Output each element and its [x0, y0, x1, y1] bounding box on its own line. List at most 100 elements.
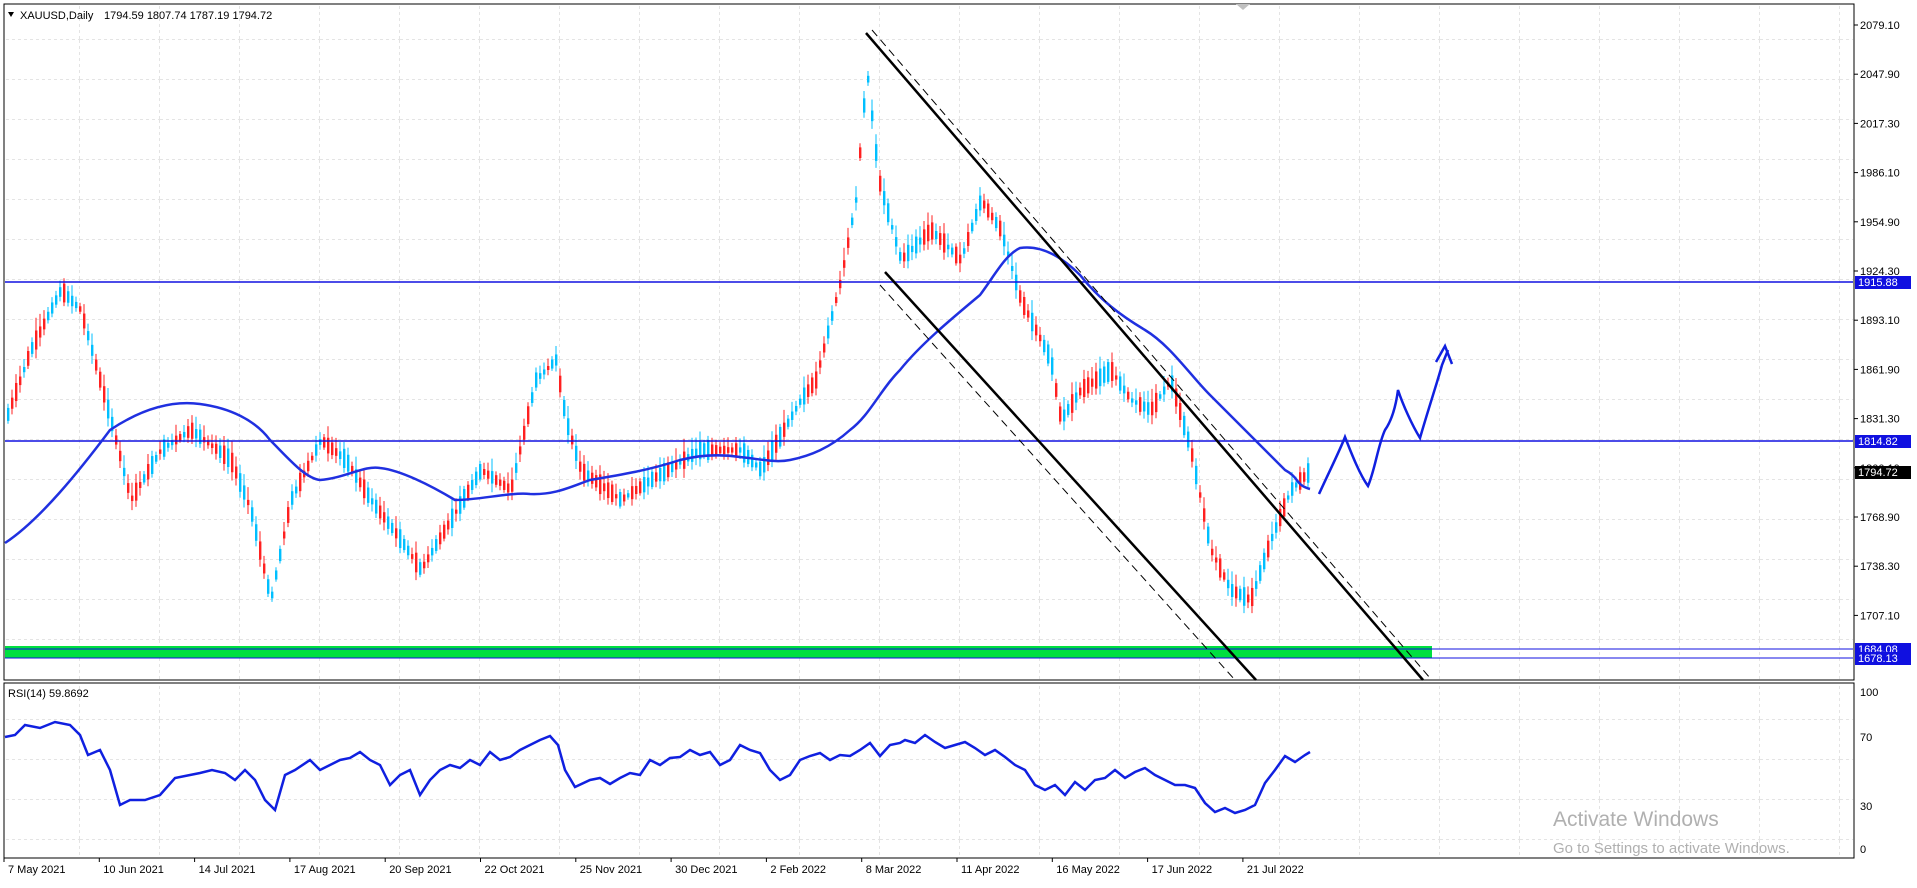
- candle-body: [771, 441, 774, 461]
- channel-line-lower[interactable]: [884, 271, 1257, 681]
- collapse-triangle-icon[interactable]: [8, 12, 14, 17]
- candle-body: [811, 377, 814, 394]
- candle-body: [955, 246, 958, 264]
- candle-body: [991, 212, 994, 221]
- candle-body: [703, 443, 706, 457]
- candle-body: [1091, 378, 1094, 387]
- candle-body: [1283, 498, 1286, 517]
- price-tick-label: 1924.30: [1860, 266, 1900, 278]
- candle-body: [595, 475, 598, 488]
- candle-body: [459, 496, 462, 514]
- candle-body: [555, 354, 558, 366]
- candle-body: [1163, 386, 1166, 395]
- candle-body: [479, 464, 482, 480]
- candle-body: [899, 252, 902, 261]
- candle-body: [751, 454, 754, 468]
- candle-body: [1291, 482, 1294, 496]
- candle-body: [891, 225, 894, 230]
- shift-marker-icon[interactable]: [1236, 4, 1250, 10]
- candle-body: [1219, 558, 1222, 578]
- candle-body: [543, 369, 546, 375]
- candle-body: [515, 463, 518, 473]
- candle-body: [1019, 290, 1022, 303]
- candle-body: [947, 244, 950, 250]
- channel-line-upper[interactable]: [865, 32, 1424, 681]
- rsi-tick-label: 0: [1860, 844, 1866, 856]
- candle-body: [903, 252, 906, 262]
- candle-body: [111, 416, 114, 432]
- candle-body: [611, 484, 614, 502]
- candle-body: [563, 399, 566, 417]
- candle-body: [975, 209, 978, 221]
- candle-body: [167, 442, 170, 448]
- candle-body: [943, 233, 946, 253]
- candle-body: [787, 418, 790, 427]
- time-axis[interactable]: 7 May 2021 10 Jun 2021 14 Jul 2021 17 Aug 2…: [3, 858, 1304, 876]
- candle-body: [675, 460, 678, 470]
- candle-body: [1263, 552, 1266, 570]
- candle-body: [59, 287, 62, 297]
- candle-body: [207, 440, 210, 446]
- candle-body: [35, 330, 38, 350]
- candle-body: [1047, 344, 1050, 364]
- candle-body: [131, 495, 134, 502]
- price-axis[interactable]: 2079.10 2047.90 2017.30 1986.10 1954.90 1924.…: [1854, 20, 1900, 622]
- candle-body: [895, 237, 898, 247]
- candle-body: [47, 311, 50, 321]
- candle-body: [147, 464, 150, 480]
- candle-body: [359, 477, 362, 488]
- candle-body: [1135, 400, 1138, 405]
- candle-body: [243, 485, 246, 500]
- price-tick-label: 2017.30: [1860, 118, 1900, 130]
- candle-body: [407, 545, 410, 556]
- candle-body: [1171, 375, 1174, 392]
- candle-body: [1083, 378, 1086, 398]
- candle-body: [279, 548, 282, 562]
- candle-body: [635, 485, 638, 495]
- candle-body: [211, 443, 214, 448]
- candle-body: [819, 360, 822, 368]
- candle-body: [715, 445, 718, 455]
- candle-body: [567, 418, 570, 436]
- current-price-text: 1794.72: [1858, 467, 1898, 479]
- candle-body: [799, 398, 802, 405]
- candle-body: [231, 452, 234, 473]
- rsi-tick-label: 100: [1860, 687, 1878, 699]
- candle-body: [971, 222, 974, 232]
- candle-body: [135, 482, 138, 501]
- candle-body: [835, 297, 838, 303]
- level-tag-support-low: 1678.13: [1855, 652, 1911, 665]
- candle-body: [347, 454, 350, 472]
- candle-body: [7, 407, 10, 421]
- candle-body: [283, 531, 286, 539]
- candle-body: [371, 498, 374, 505]
- candle-body: [419, 562, 422, 575]
- candle-body: [983, 200, 986, 209]
- candle-body: [763, 457, 766, 473]
- candle-body: [599, 474, 602, 495]
- candle-body: [851, 217, 854, 226]
- candle-body: [1231, 584, 1234, 597]
- projection-path[interactable]: [1317, 349, 1450, 495]
- candle-body: [995, 216, 998, 229]
- channel-line-lower-dashed[interactable]: [879, 284, 1236, 681]
- candle-body: [151, 456, 154, 474]
- candle-body: [23, 366, 26, 373]
- candle-body: [1035, 324, 1038, 336]
- candle-body: [1027, 310, 1030, 318]
- rsi-axis[interactable]: 100 70 30 0: [1860, 687, 1878, 856]
- candle-body: [623, 494, 626, 502]
- rsi-label: RSI(14) 59.8692: [8, 688, 89, 700]
- candle-body: [1211, 548, 1214, 556]
- time-tick-label: 30 Dec 2021: [675, 864, 737, 876]
- candle-body: [587, 470, 590, 481]
- candle-body: [99, 371, 102, 388]
- candle-body: [539, 373, 542, 379]
- price-tick-label: 2047.90: [1860, 69, 1900, 81]
- candle-body: [731, 447, 734, 453]
- candle-body: [75, 301, 78, 309]
- candle-body: [619, 492, 622, 507]
- candle-body: [95, 359, 98, 371]
- candle-body: [931, 222, 934, 240]
